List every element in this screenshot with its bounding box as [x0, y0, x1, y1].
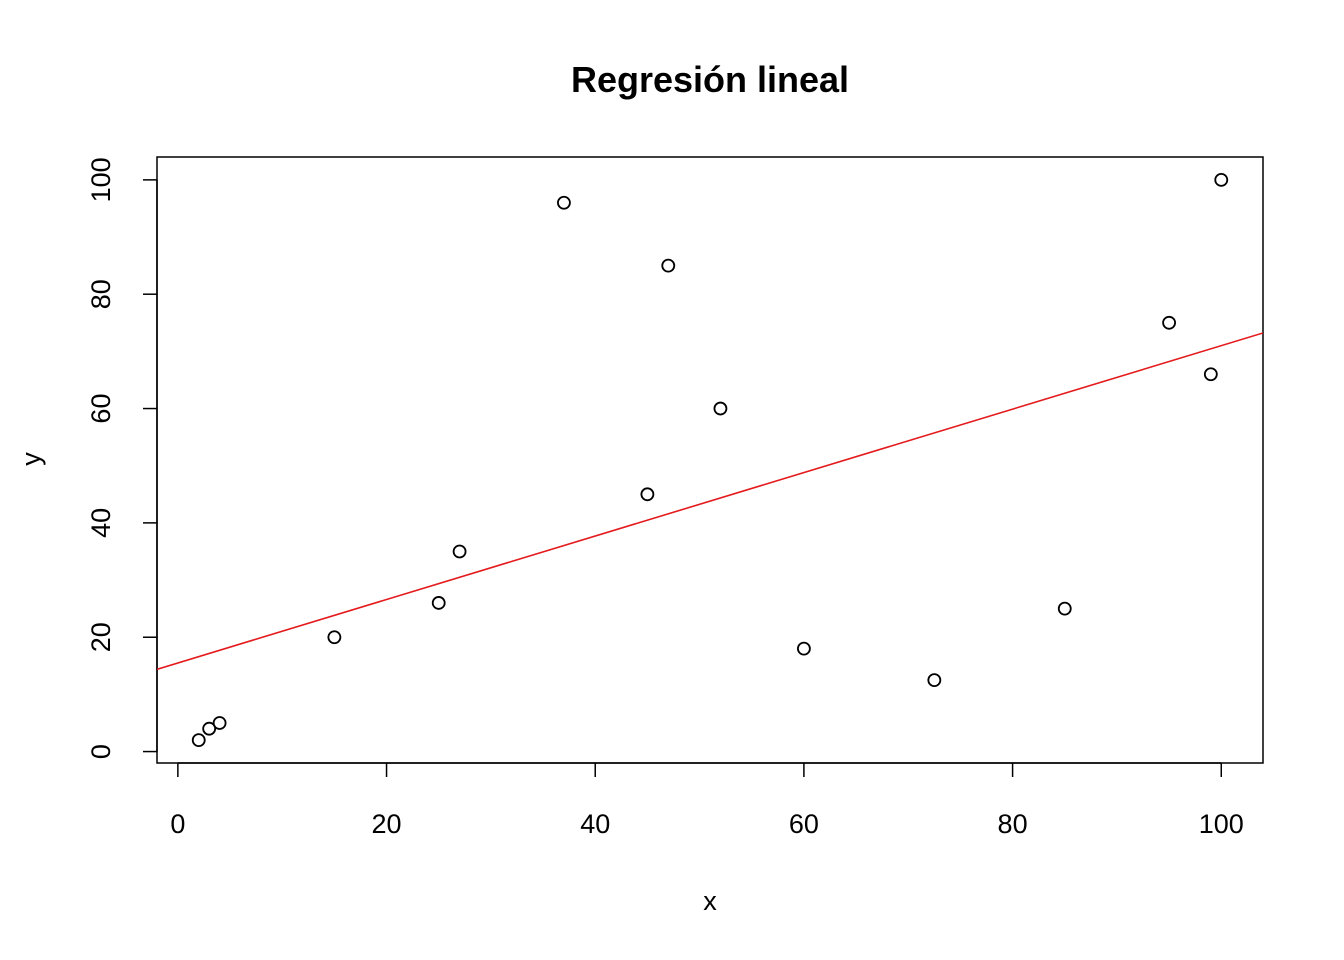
y-tick-label: 100	[86, 157, 116, 202]
scatter-point	[202, 721, 217, 736]
scatter-points	[191, 172, 1229, 748]
x-tick-label: 20	[372, 809, 402, 839]
scatter-point	[327, 630, 342, 645]
scatter-point	[1203, 367, 1218, 382]
x-tick-label: 100	[1199, 809, 1244, 839]
regression-line	[157, 332, 1263, 671]
scatter-point	[927, 673, 942, 688]
scatter-point	[661, 258, 676, 273]
y-axis: 0 20 40 60 80 100	[86, 157, 158, 759]
scatter-point	[1214, 172, 1229, 187]
y-tick-label: 80	[86, 279, 116, 309]
y-tick-label: 40	[86, 508, 116, 538]
y-tick-label: 20	[86, 622, 116, 652]
scatter-point	[1057, 601, 1072, 616]
scatter-point	[797, 641, 811, 656]
x-tick-label: 40	[580, 809, 610, 839]
x-tick-label: 0	[170, 809, 185, 839]
y-axis-label: y	[16, 452, 46, 466]
scatter-point	[640, 487, 655, 502]
x-tick-label: 60	[789, 809, 819, 839]
scatter-point	[557, 195, 571, 210]
scatter-point	[191, 733, 206, 748]
scatter-point	[713, 401, 728, 416]
x-tick-label: 80	[998, 809, 1028, 839]
scatter-point	[452, 544, 467, 559]
scatter-point	[1162, 315, 1176, 330]
scatter-point	[431, 596, 446, 610]
y-tick-label: 60	[86, 394, 116, 424]
y-tick-label: 0	[86, 744, 116, 759]
scatter-point	[212, 716, 227, 730]
chart-title: Regresión lineal	[571, 59, 849, 100]
plot-frame	[156, 156, 1264, 764]
x-axis: 0 20 40 60 80 100	[170, 762, 1244, 839]
x-axis-label: x	[703, 886, 717, 916]
